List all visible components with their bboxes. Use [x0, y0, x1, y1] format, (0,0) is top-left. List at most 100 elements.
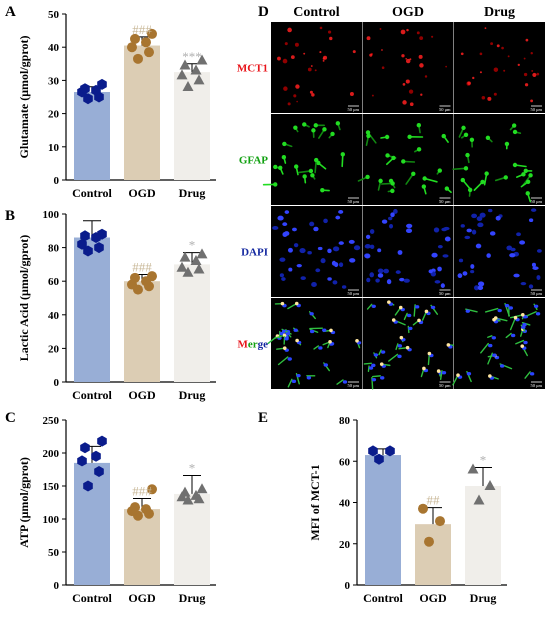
merge-nucleus	[318, 346, 322, 349]
mct1-signal	[320, 27, 323, 30]
bar	[465, 486, 501, 585]
dapi-nucleus	[370, 229, 374, 234]
gfap-soma	[504, 175, 508, 179]
dapi-nucleus	[307, 251, 312, 254]
merge-label-part: M	[237, 339, 248, 351]
dapi-nucleus	[486, 253, 490, 258]
mct1-signal	[311, 65, 313, 67]
significance-label: ###	[132, 22, 152, 37]
merge-colocalization	[437, 369, 441, 373]
micrograph-cell: 50 μm	[363, 22, 454, 113]
x-tick-label: Drug	[179, 591, 206, 605]
dapi-nucleus	[280, 273, 284, 277]
scale-bar-label: 50 μm	[347, 291, 359, 296]
merge-nucleus	[381, 350, 385, 353]
dapi-nucleus	[404, 279, 410, 283]
mct1-signal	[401, 54, 404, 57]
gfap-soma	[513, 163, 517, 167]
mct1-signal	[323, 56, 327, 60]
dapi-nucleus	[406, 224, 412, 228]
dapi-nucleus	[434, 227, 439, 232]
gfap-soma	[314, 158, 318, 162]
micrograph-cell: 50 μm	[453, 114, 545, 205]
merge-nucleus	[309, 312, 313, 315]
dapi-nucleus	[458, 273, 463, 278]
dapi-nucleus	[364, 254, 370, 259]
dapi-nucleus	[536, 275, 540, 280]
micrograph-cell: 50 μm	[454, 22, 545, 113]
bar	[74, 238, 110, 382]
micrograph-cell: 50 μm	[363, 206, 454, 297]
merge-colocalization	[281, 302, 285, 306]
y-tick-label: 40	[339, 498, 351, 510]
mct1-signal	[382, 66, 385, 69]
dapi-nucleus	[327, 249, 331, 253]
dapi-nucleus	[461, 224, 465, 228]
x-tick-label: OGD	[128, 388, 156, 402]
merge-nucleus	[324, 363, 328, 366]
gfap-soma	[484, 171, 488, 175]
dapi-nucleus	[321, 258, 326, 263]
dapi-nucleus	[532, 263, 536, 267]
mct1-signal	[536, 73, 539, 76]
dapi-nucleus	[406, 228, 412, 233]
dapi-nucleus	[470, 264, 474, 269]
mct1-signal	[287, 28, 292, 33]
dapi-nucleus	[476, 244, 482, 249]
mct1-signal	[291, 55, 295, 59]
dapi-nucleus	[532, 266, 538, 270]
mct1-signal	[367, 36, 371, 40]
merge-colocalization	[399, 306, 403, 310]
gfap-soma	[309, 169, 313, 173]
dapi-nucleus	[513, 274, 519, 278]
dapi-nucleus	[339, 262, 343, 267]
dapi-nucleus	[438, 245, 443, 248]
y-tick-label: 80	[339, 415, 351, 427]
micrograph-row-label: DAPI	[241, 247, 268, 259]
merge-nucleus	[509, 306, 513, 309]
gfap-soma	[385, 135, 389, 139]
dapi-nucleus	[389, 224, 393, 229]
y-axis-label: ATP (μmol/gprot)	[17, 457, 31, 548]
merge-nucleus	[466, 309, 470, 312]
bar	[124, 46, 160, 180]
dapi-nucleus	[315, 268, 320, 272]
merge-nucleus	[431, 306, 435, 309]
dapi-nucleus	[470, 270, 474, 273]
dapi-nucleus	[378, 273, 383, 278]
y-tick-label: 150	[43, 481, 60, 493]
gfap-soma	[486, 136, 490, 140]
mct1-signal	[487, 97, 491, 101]
dapi-nucleus	[437, 267, 442, 272]
dapi-nucleus	[333, 246, 339, 251]
y-tick-label: 0	[345, 580, 351, 592]
mct1-signal	[490, 42, 493, 45]
merge-label-part: er	[248, 339, 258, 351]
x-tick-label: Control	[72, 186, 112, 200]
mct1-signal	[480, 71, 482, 73]
scale-bar-label: 50 μm	[347, 107, 359, 112]
gfap-soma	[445, 186, 449, 190]
gfap-soma	[322, 127, 326, 131]
merge-nucleus	[415, 305, 419, 308]
merge-colocalization	[400, 336, 404, 340]
gfap-soma	[282, 155, 286, 159]
gfap-soma	[390, 181, 394, 185]
mct1-signal	[315, 69, 317, 71]
merge-nucleus	[534, 305, 538, 308]
merge-nucleus	[374, 353, 378, 356]
dapi-nucleus	[292, 228, 297, 232]
dapi-nucleus	[370, 245, 374, 249]
scale-bar-label: 50 μm	[347, 199, 359, 204]
dapi-nucleus	[531, 208, 536, 211]
y-tick-label: 50	[48, 9, 60, 21]
dapi-nucleus	[311, 282, 317, 287]
gfap-soma	[480, 180, 484, 184]
gfap-soma	[417, 123, 421, 127]
mct1-signal	[288, 102, 291, 105]
merge-nucleus	[467, 372, 471, 375]
merge-colocalization	[328, 340, 332, 344]
merge-colocalization	[417, 319, 421, 323]
merge-nucleus	[498, 309, 502, 312]
